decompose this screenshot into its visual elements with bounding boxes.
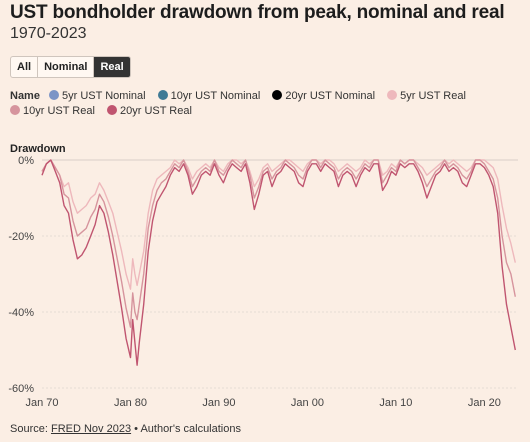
x-tick-label: Jan 10 — [379, 397, 412, 409]
source-suffix: • Author's calculations — [134, 423, 241, 435]
legend-title: Name — [10, 90, 40, 102]
legend-swatch — [272, 90, 283, 100]
toggle-real-button[interactable]: Real — [94, 57, 130, 77]
legend-label: 5yr UST Real — [400, 90, 466, 102]
legend-label: 5yr UST Nominal — [62, 90, 146, 102]
source-link[interactable]: FRED Nov 2023 — [50, 423, 132, 435]
toggle-nominal-button[interactable]: Nominal — [38, 57, 95, 77]
legend-item-5yr-nominal[interactable]: 5yr UST Nominal — [49, 89, 146, 104]
source-prefix: Source: — [10, 423, 48, 435]
series-line — [41, 159, 516, 366]
legend-swatch — [49, 90, 60, 100]
source-note: Source: FRED Nov 2023 • Author's calcula… — [10, 423, 241, 435]
legend-swatch — [107, 105, 117, 115]
series-line — [41, 159, 516, 290]
chart-title: UST bondholder drawdown from peak, nomin… — [10, 2, 505, 23]
legend-item-10yr-real[interactable]: 10yr UST Real — [10, 104, 95, 119]
x-tick-label: Jan 70 — [25, 397, 58, 409]
legend-label: 20yr UST Nominal — [285, 90, 376, 102]
y-tick-label: -40% — [8, 307, 34, 319]
legend-item-10yr-nominal[interactable]: 10yr UST Nominal — [157, 89, 261, 104]
x-tick-label: Jan 20 — [468, 397, 501, 409]
y-tick-label: -20% — [8, 231, 34, 243]
y-axis-label: Drawdown — [10, 143, 66, 155]
legend-swatch — [10, 105, 20, 115]
legend-item-20yr-real[interactable]: 20yr UST Real — [107, 104, 192, 119]
y-tick-label: 0% — [18, 155, 34, 167]
series-line — [41, 159, 516, 328]
legend-label: 20yr UST Real — [120, 105, 192, 117]
legend-item-20yr-nominal[interactable]: 20yr UST Nominal — [272, 89, 375, 104]
legend-swatch — [157, 90, 168, 100]
legend-swatch — [387, 90, 398, 100]
x-tick-label: Jan 80 — [114, 397, 147, 409]
drawdown-line-chart: 0% -20% -40% -60% Jan 70 Jan 80 Jan 90 Jan 00 Ja… — [8, 155, 518, 409]
x-tick-label: Jan 90 — [202, 397, 235, 409]
toggle-all-button[interactable]: All — [11, 57, 39, 77]
chart-subtitle: 1970-2023 — [10, 25, 87, 42]
series-toggle: All Nominal Real — [10, 56, 131, 78]
y-tick-label: -60% — [8, 383, 34, 395]
legend-label: 10yr UST Real — [23, 105, 95, 117]
legend-item-5yr-real[interactable]: 5yr UST Real — [387, 89, 466, 104]
x-tick-label: Jan 00 — [291, 397, 324, 409]
legend-label: 10yr UST Nominal — [170, 90, 261, 102]
legend: Name 5yr UST Nominal 10yr UST Nominal 20… — [10, 89, 520, 119]
